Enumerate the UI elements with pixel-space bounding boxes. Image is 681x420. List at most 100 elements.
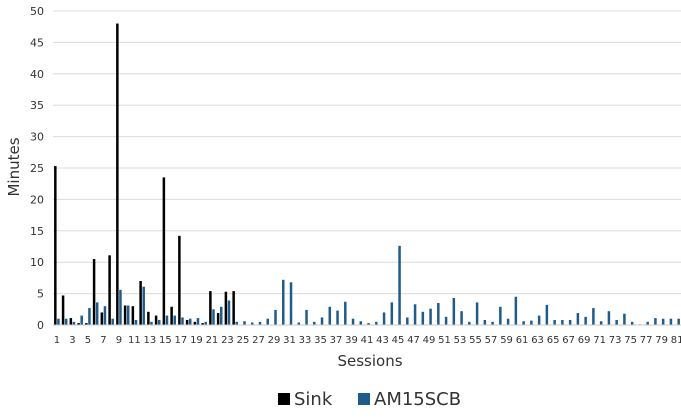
- bar-am15scb-26: [251, 322, 254, 325]
- bar-am15scb-62: [530, 320, 533, 325]
- bar-am15scb-7: [103, 306, 107, 325]
- x-tick-label: 23: [221, 335, 234, 346]
- bar-am15scb-51: [444, 316, 448, 325]
- x-tick-label: 13: [144, 335, 157, 346]
- y-tick-label: 25: [30, 162, 44, 175]
- bar-sink-1: [54, 166, 57, 325]
- x-tick-label: 11: [128, 335, 141, 346]
- bar-am15scb-32: [297, 322, 301, 325]
- bar-am15scb-18: [188, 318, 192, 325]
- y-tick-label: 50: [30, 5, 44, 18]
- bar-sink-16: [170, 306, 173, 325]
- x-tick-label: 15: [159, 335, 172, 346]
- bar-am15scb-78: [654, 318, 657, 325]
- bar-am15scb-79: [661, 318, 665, 325]
- bar-am15scb-17: [181, 317, 184, 325]
- x-tick-label: 75: [624, 335, 637, 346]
- bar-am15scb-15: [165, 315, 169, 325]
- bar-sink-22: [216, 313, 220, 325]
- bar-sink-9: [116, 23, 119, 326]
- bar-sink-7: [100, 312, 104, 325]
- bar-am15scb-19: [196, 318, 200, 325]
- bar-sink-21: [209, 291, 212, 325]
- bar-sink-6: [92, 259, 96, 325]
- bar-am15scb-53: [460, 311, 463, 325]
- bar-am15scb-12: [142, 286, 145, 325]
- bar-am15scb-60: [514, 296, 518, 325]
- x-tick-label: 9: [116, 335, 122, 346]
- bar-am15scb-5: [88, 308, 91, 325]
- x-tick-label: 35: [314, 335, 327, 346]
- bar-am15scb-64: [545, 304, 549, 325]
- x-tick-label: 77: [640, 335, 653, 346]
- bar-am15scb-80: [669, 318, 673, 325]
- x-tick-label: 37: [330, 335, 343, 346]
- bar-am15scb-45: [398, 245, 401, 325]
- x-tick-label: 3: [69, 335, 75, 346]
- legend-label-am15scb: AM15SCB: [374, 389, 461, 410]
- x-tick-label: 79: [655, 335, 668, 346]
- bar-sink-3: [69, 318, 73, 325]
- x-tick-label: 67: [562, 335, 575, 346]
- x-tick-label: 57: [485, 335, 498, 346]
- y-tick-label: 15: [30, 225, 44, 238]
- bar-sink-12: [139, 281, 142, 325]
- bar-am15scb-72: [607, 311, 611, 325]
- bar-am15scb-75: [630, 321, 634, 325]
- bar-am15scb-2: [64, 318, 68, 325]
- y-tick-label: 20: [30, 193, 44, 206]
- bar-am15scb-55: [475, 302, 479, 325]
- bar-sink-17: [178, 235, 181, 325]
- x-tick-label: 51: [438, 335, 451, 346]
- bars: [54, 23, 680, 326]
- x-tick-label: 81: [671, 335, 681, 346]
- bar-am15scb-36: [328, 306, 332, 325]
- bar-am15scb-69: [584, 316, 587, 325]
- bar-am15scb-14: [157, 319, 161, 325]
- bar-am15scb-61: [522, 321, 525, 325]
- bar-am15scb-54: [468, 321, 471, 325]
- x-tick-label: 63: [531, 335, 544, 346]
- x-tick-label: 39: [345, 335, 358, 346]
- bar-am15scb-40: [359, 321, 363, 325]
- bar-am15scb-63: [537, 315, 541, 325]
- bar-sink-20: [201, 323, 204, 325]
- bar-am15scb-47: [413, 304, 417, 325]
- bar-am15scb-22: [219, 306, 223, 325]
- bar-am15scb-59: [506, 318, 510, 325]
- x-tick-label: 17: [175, 335, 188, 346]
- bar-am15scb-67: [568, 319, 572, 325]
- x-tick-label: 45: [392, 335, 405, 346]
- bar-am15scb-1: [57, 318, 60, 325]
- x-tick-label: 69: [578, 335, 591, 346]
- bar-sink-18: [185, 319, 189, 325]
- bar-am15scb-16: [173, 315, 176, 325]
- x-tick-label: 73: [609, 335, 622, 346]
- bar-sink-8: [108, 255, 111, 325]
- bar-am15scb-41: [367, 323, 370, 325]
- x-tick-label: 25: [237, 335, 250, 346]
- bar-am15scb-25: [243, 321, 246, 325]
- bar-am15scb-73: [615, 319, 618, 325]
- bar-am15scb-71: [599, 321, 603, 325]
- x-tick-label: 1: [54, 335, 60, 346]
- y-tick-label: 0: [37, 319, 44, 332]
- bar-sink-10: [123, 305, 127, 325]
- bar-am15scb-6: [95, 302, 99, 325]
- bar-am15scb-9: [119, 289, 122, 325]
- bar-sink-13: [147, 311, 150, 325]
- bar-sink-15: [162, 177, 166, 325]
- bar-am15scb-48: [421, 311, 425, 325]
- x-tick-label: 31: [283, 335, 296, 346]
- bar-am15scb-49: [429, 308, 432, 325]
- x-tick-label: 19: [190, 335, 203, 346]
- x-tick-label: 33: [299, 335, 312, 346]
- bar-am15scb-23: [227, 300, 231, 325]
- bar-am15scb-42: [375, 321, 378, 325]
- bar-am15scb-46: [406, 317, 409, 325]
- bar-am15scb-33: [305, 309, 308, 325]
- bar-am15scb-57: [491, 321, 494, 325]
- bar-am15scb-77: [646, 321, 649, 325]
